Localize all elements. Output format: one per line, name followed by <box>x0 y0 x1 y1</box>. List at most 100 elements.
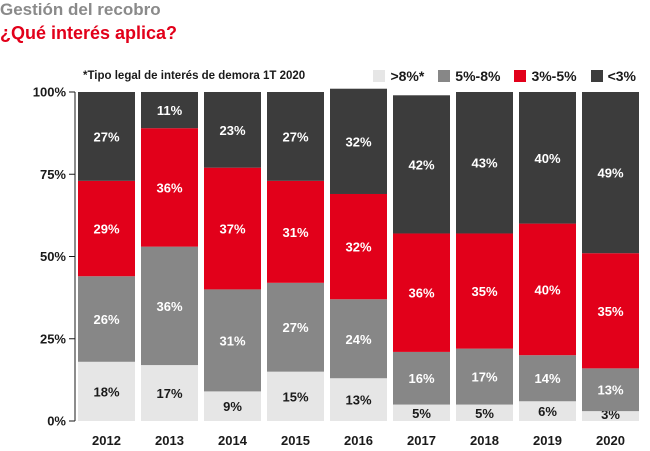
data-label: 16% <box>408 371 434 386</box>
data-label: 27% <box>282 320 308 335</box>
bar-segment <box>330 299 387 379</box>
legend-swatch-under-3 <box>590 70 603 82</box>
data-label: 23% <box>219 123 245 138</box>
data-label: 36% <box>156 180 182 195</box>
data-label: 11% <box>157 103 183 118</box>
bar-segment <box>393 404 450 421</box>
bar-segment <box>330 88 387 194</box>
bar-segment <box>393 233 450 352</box>
data-label: 36% <box>156 299 182 314</box>
data-label: 27% <box>93 129 119 144</box>
bar-segment <box>141 128 198 247</box>
y-tick-label: 50% <box>40 249 66 264</box>
data-label: 31% <box>219 333 245 348</box>
legend-swatch-3-5 <box>514 70 527 82</box>
data-label: 27% <box>282 129 308 144</box>
bar-segment <box>141 92 198 129</box>
bar-segment <box>267 282 324 372</box>
bar-segment <box>519 401 576 421</box>
bar-segment <box>393 351 450 405</box>
legend-swatch-5-8 <box>438 70 451 82</box>
bar-segment <box>204 391 261 421</box>
bar-segment <box>78 276 135 362</box>
x-tick-label: 2014 <box>218 433 248 448</box>
x-tick-label: 2015 <box>281 433 310 448</box>
x-tick-label: 2016 <box>344 433 373 448</box>
bar-segment <box>456 404 513 421</box>
data-label: 32% <box>345 240 371 255</box>
data-label: 31% <box>282 225 308 240</box>
data-label: 24% <box>345 332 371 347</box>
data-label: 40% <box>534 151 560 166</box>
legend-label-3-5: 3%-5% <box>531 68 577 84</box>
x-tick-label: 2012 <box>92 433 121 448</box>
bar-segment <box>267 92 324 181</box>
bar-segment <box>456 92 513 234</box>
legend-label-5-8: 5%-8% <box>455 68 501 84</box>
legend-item-over-8: >8%* <box>373 68 424 84</box>
legend-label-over-8: >8%* <box>390 68 425 84</box>
x-tick-label: 2017 <box>407 433 436 448</box>
bar-segment <box>330 378 387 421</box>
legend-swatch-over-8 <box>373 70 386 82</box>
data-label: 5% <box>412 406 431 421</box>
legend-label-under-3: <3% <box>607 68 636 84</box>
data-label: 42% <box>408 157 434 172</box>
data-label: 13% <box>345 393 371 408</box>
bar-segment <box>267 180 324 283</box>
bar-segment <box>204 167 261 290</box>
bar-segment <box>519 355 576 402</box>
bar-segment <box>78 180 135 277</box>
legend-item-under-3: <3% <box>590 68 636 84</box>
data-label: 15% <box>282 389 308 404</box>
legend-item-5-8: 5%-8% <box>438 68 500 84</box>
bar-segment <box>141 365 198 421</box>
chart-footnote: *Tipo legal de interés de demora 1T 2020 <box>83 70 306 82</box>
data-label: 37% <box>219 222 245 237</box>
bar-segment <box>582 253 639 369</box>
bar-segment <box>204 289 261 392</box>
data-label: 13% <box>597 383 623 398</box>
bar-segment <box>519 92 576 224</box>
data-label: 36% <box>408 286 434 301</box>
data-label: 35% <box>597 304 623 319</box>
data-label: 35% <box>471 284 497 299</box>
bar-segment <box>582 411 639 421</box>
bar-segment <box>456 233 513 349</box>
bar-segment <box>204 92 261 168</box>
bar-segment <box>78 361 135 421</box>
data-label: 32% <box>345 134 371 149</box>
x-tick-label: 2019 <box>533 433 562 448</box>
bar-segment <box>141 246 198 366</box>
bar-segment <box>456 348 513 405</box>
y-tick-label: 100% <box>33 85 67 100</box>
x-tick-label: 2018 <box>470 433 499 448</box>
bar-segment <box>393 95 450 234</box>
data-label: 6% <box>538 404 557 419</box>
data-label: 29% <box>93 222 119 237</box>
data-label: 14% <box>534 371 560 386</box>
data-label: 18% <box>93 384 119 399</box>
data-label: 17% <box>471 370 497 385</box>
y-tick-label: 25% <box>40 331 66 346</box>
bar-segment <box>267 371 324 421</box>
chart-subtitle: ¿Qué interés aplica? <box>0 23 178 43</box>
data-label: 9% <box>223 399 242 414</box>
legend-item-3-5: 3%-5% <box>514 68 577 84</box>
x-tick-label: 2020 <box>596 433 625 448</box>
data-label: 40% <box>534 282 560 297</box>
data-label: 17% <box>156 386 182 401</box>
chart-title: Gestión del recobro <box>0 0 161 19</box>
data-label: 26% <box>93 312 119 327</box>
bar-segment <box>519 223 576 356</box>
y-tick-label: 0% <box>47 414 66 429</box>
data-label: 49% <box>597 166 623 181</box>
bar-segment <box>582 92 639 254</box>
y-tick-label: 75% <box>40 167 66 182</box>
bar-segment <box>78 92 135 181</box>
bar-segment <box>330 193 387 300</box>
chart-legend: >8%* 5%-8% 3%-5% <3% <box>373 68 636 84</box>
x-tick-label: 2013 <box>155 433 184 448</box>
data-label: 43% <box>471 156 497 171</box>
